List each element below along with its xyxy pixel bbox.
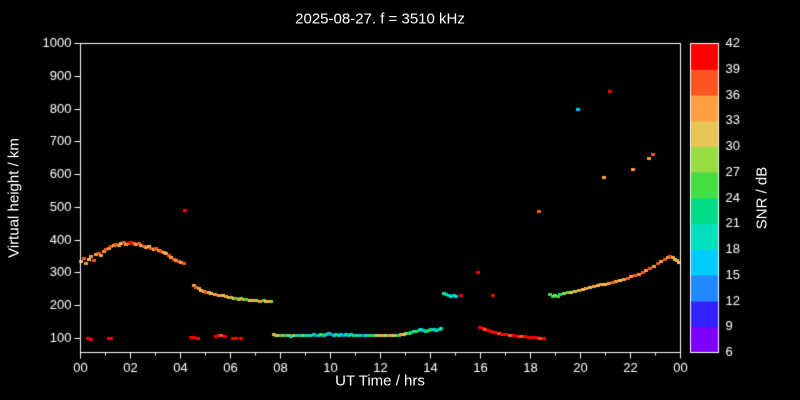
- colorbar-label: SNR / dB: [753, 166, 771, 230]
- y-axis-label: Virtual height / km: [5, 138, 23, 258]
- x-axis-label: UT Time / hrs: [335, 372, 425, 390]
- chart-title: 2025-08-27. f = 3510 kHz: [295, 10, 465, 28]
